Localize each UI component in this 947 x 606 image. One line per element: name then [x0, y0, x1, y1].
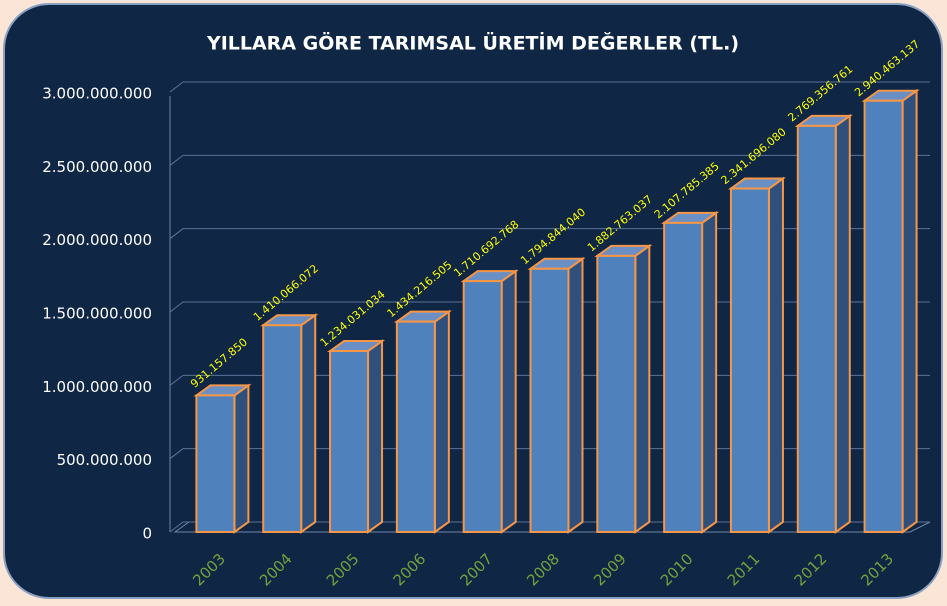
chart-title: YILLARA GÖRE TARIMSAL ÜRETİM DEĞERLER (T… — [206, 31, 739, 55]
y-tick-label: 1.500.000.000 — [42, 305, 152, 323]
bar-face — [195, 394, 236, 533]
bar — [794, 113, 853, 534]
bar — [594, 243, 653, 534]
bar-face — [367, 339, 384, 534]
y-tick-label: 1.000.000.000 — [42, 378, 152, 396]
bar — [727, 176, 787, 534]
bar — [193, 383, 252, 534]
y-tick-label: 2.500.000.000 — [42, 158, 152, 176]
bar — [861, 88, 920, 534]
bar-face — [901, 88, 918, 534]
bar-face — [701, 210, 718, 534]
bar-face — [834, 113, 851, 534]
grid-line — [169, 81, 930, 93]
bar-face — [567, 256, 584, 534]
y-tick-label: 0 — [142, 525, 152, 543]
bar — [326, 339, 386, 534]
grid-line — [169, 154, 930, 166]
bar-face — [300, 313, 317, 534]
bar-face — [596, 254, 637, 533]
bar-face — [329, 350, 370, 533]
bar-face — [395, 320, 436, 533]
bar — [393, 309, 452, 534]
bar-face — [634, 243, 651, 534]
bar — [260, 313, 319, 534]
y-tick-label: 3.000.000.000 — [42, 85, 152, 103]
bar-face — [233, 383, 250, 534]
y-tick-label: 2.000.000.000 — [42, 231, 152, 249]
bar — [527, 256, 586, 534]
bar-face — [796, 124, 837, 533]
bar-face — [767, 176, 784, 534]
bar — [460, 269, 519, 534]
bar — [661, 210, 720, 534]
bar-face — [262, 324, 303, 533]
bar-face — [863, 99, 904, 533]
y-tick-label: 500.000.000 — [57, 451, 152, 469]
bar-face — [433, 309, 450, 534]
bar-face — [729, 187, 770, 533]
bar-face — [500, 269, 517, 534]
bar-face — [529, 267, 570, 533]
bar-face — [663, 221, 704, 533]
bar-face — [462, 280, 503, 533]
